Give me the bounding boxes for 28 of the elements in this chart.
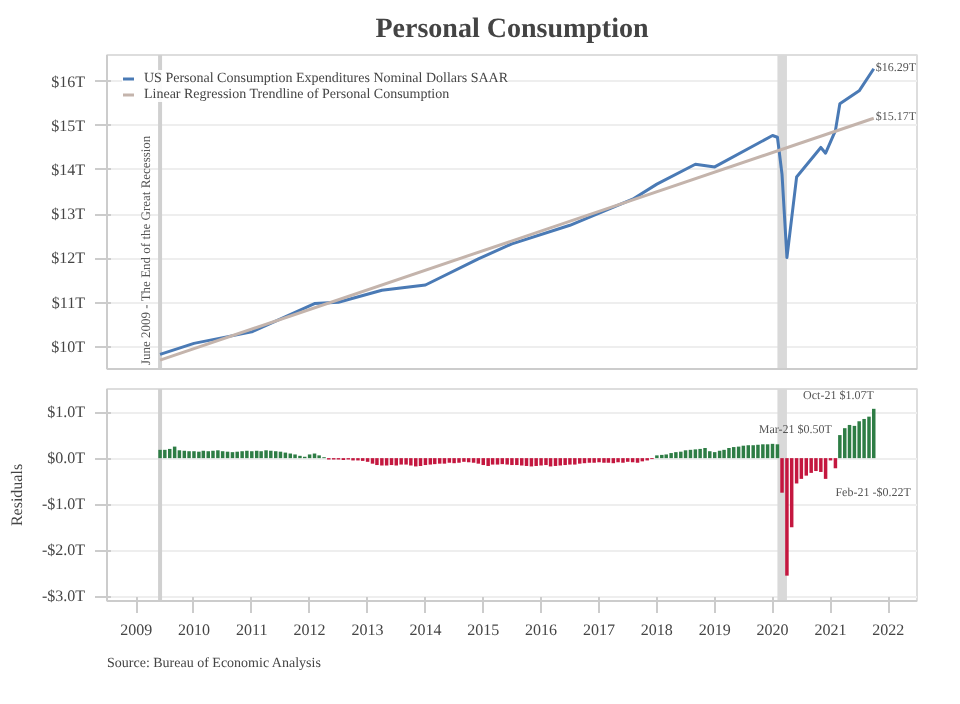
y-tick-label: $15T [51, 116, 86, 135]
x-tick-label: 2020 [756, 621, 789, 639]
y-tick-label: $14T [51, 160, 86, 179]
x-tick-label: 2015 [467, 621, 500, 639]
x-tick-label: 2016 [525, 621, 558, 639]
y-tick-label: -$3.0T [41, 587, 86, 606]
y-tick-label: $12T [51, 249, 86, 268]
y-tick-label: -$2.0T [41, 541, 86, 560]
x-tick-label: 2019 [698, 621, 731, 639]
x-tick-label: 2012 [293, 621, 326, 639]
x-tick-label: 2017 [583, 621, 616, 639]
y-tick-label: -$1.0T [41, 495, 86, 514]
y-tick-label: $10T [51, 337, 86, 356]
y-tick-label: $11T [51, 293, 86, 312]
x-tick-label: 2009 [120, 621, 153, 639]
y-tick-label: $1.0T [47, 403, 86, 422]
x-tick-label: 2010 [177, 621, 210, 639]
x-tick-label: 2018 [640, 621, 673, 639]
y-axis-title: Residuals [7, 463, 26, 527]
x-tick-label: 2013 [351, 621, 384, 639]
x-tick-label: 2021 [814, 621, 847, 639]
chart-title: Personal Consumption [375, 15, 649, 45]
y-tick-label: $16T [51, 72, 86, 91]
y-tick-label: $13T [51, 205, 86, 224]
x-tick-label: 2011 [236, 621, 268, 639]
y-tick-label: $0.0T [47, 449, 86, 468]
x-tick-label: 2022 [872, 621, 905, 639]
x-tick-label: 2014 [409, 621, 442, 639]
